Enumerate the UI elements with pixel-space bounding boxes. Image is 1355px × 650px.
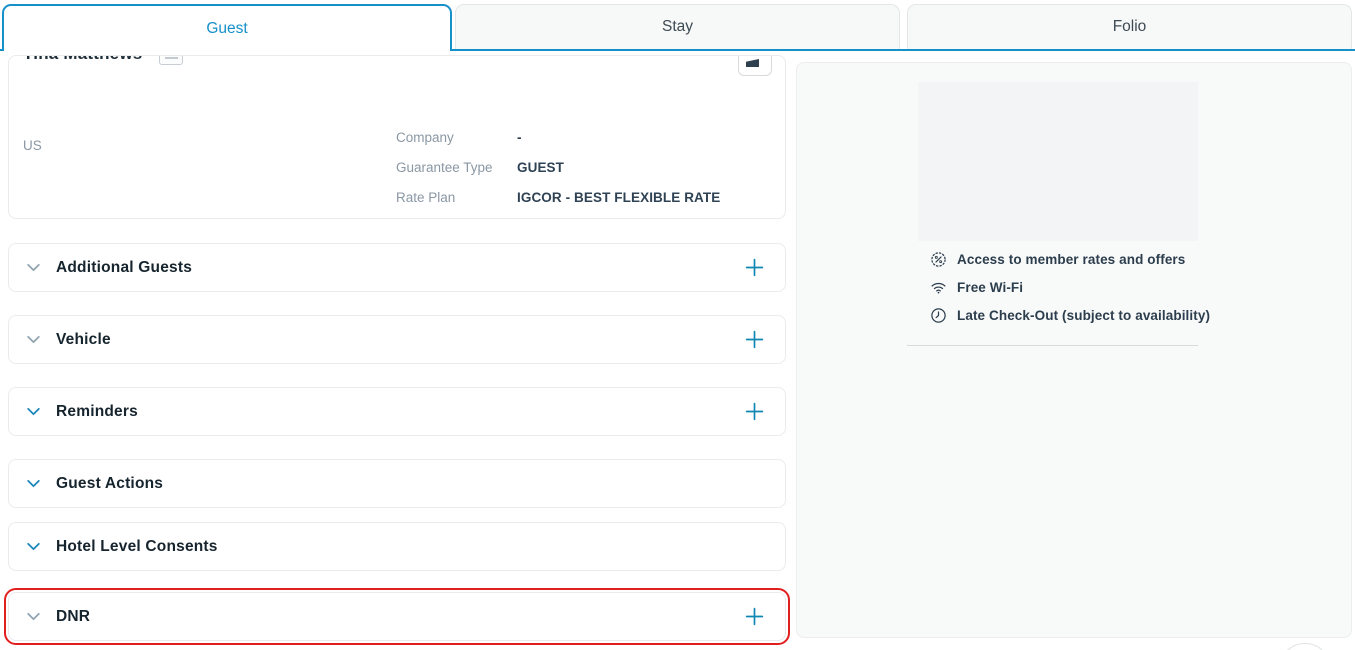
section-guest-actions[interactable]: Guest Actions (8, 459, 786, 508)
detail-row-company: Company - (396, 127, 720, 147)
chevron-down-icon[interactable] (25, 608, 42, 625)
section-dnr[interactable]: DNR (4, 588, 790, 645)
plus-icon (745, 402, 763, 421)
chevron-down-icon[interactable] (25, 331, 42, 348)
detail-label: Rate Plan (396, 189, 456, 205)
detail-label: Company (396, 129, 454, 145)
tab-stay[interactable]: Stay (455, 4, 900, 49)
section-title: Hotel Level Consents (56, 537, 218, 555)
tab-stay-label: Stay (661, 18, 693, 35)
discount-badge-icon (931, 251, 946, 267)
chevron-down-icon[interactable] (25, 538, 42, 555)
guest-name-badge-icon[interactable] (159, 56, 183, 65)
detail-row-guarantee-type: Guarantee Type GUEST (396, 157, 720, 177)
detail-label: Guarantee Type (396, 159, 493, 175)
add-vehicle-button[interactable] (743, 329, 765, 351)
section-vehicle[interactable]: Vehicle (8, 315, 786, 364)
benefit-item-wifi: Free Wi-Fi (930, 273, 1210, 301)
chevron-down-icon[interactable] (25, 403, 42, 420)
tab-folio[interactable]: Folio (907, 4, 1352, 49)
plus-icon (745, 258, 763, 277)
benefits-list: Access to member rates and offers Free W… (930, 245, 1210, 329)
detail-value: IGCOR - BEST FLEXIBLE RATE (517, 189, 721, 205)
section-title: DNR (56, 607, 91, 625)
wifi-icon (931, 282, 946, 293)
detail-value: - (517, 129, 522, 145)
reservation-details: Company - Guarantee Type GUEST Rate Plan… (396, 127, 720, 207)
add-additional-guest-button[interactable] (743, 257, 765, 279)
add-reminder-button[interactable] (743, 401, 765, 423)
benefit-label: Free Wi-Fi (957, 279, 1024, 295)
benefit-item-late-checkout: Late Check-Out (subject to availability) (930, 301, 1210, 329)
section-title: Guest Actions (56, 474, 164, 492)
country-label: US (23, 138, 42, 153)
membership-benefits-panel: Access to member rates and offers Free W… (796, 62, 1352, 638)
section-reminders[interactable]: Reminders (8, 387, 786, 436)
detail-row-rate-plan: Rate Plan IGCOR - BEST FLEXIBLE RATE (396, 187, 720, 207)
guest-name: Tina Matthews (23, 56, 142, 64)
floating-action-button[interactable] (1279, 643, 1331, 650)
tab-guest[interactable]: Guest (2, 4, 452, 51)
plus-icon (745, 607, 763, 626)
flag-icon (746, 59, 759, 67)
plus-icon (745, 330, 763, 349)
section-hotel-level-consents[interactable]: Hotel Level Consents (8, 522, 786, 571)
add-dnr-button[interactable] (743, 606, 765, 628)
tab-bar: Guest Stay Folio (0, 0, 1355, 51)
section-title: Reminders (56, 402, 138, 420)
section-title: Vehicle (56, 330, 111, 348)
section-title: Additional Guests (56, 258, 193, 276)
flag-button[interactable] (738, 56, 772, 76)
benefit-item-member-rates: Access to member rates and offers (930, 245, 1210, 273)
guest-info-card: Tina Matthews US Company - Guarantee Typ… (8, 55, 786, 219)
chevron-down-icon[interactable] (25, 475, 42, 492)
tab-guest-label: Guest (206, 19, 248, 37)
benefit-label: Late Check-Out (subject to availability) (957, 307, 1211, 323)
section-additional-guests[interactable]: Additional Guests (8, 243, 786, 292)
benefit-label: Access to member rates and offers (957, 251, 1186, 267)
active-tab-indicator-line (0, 49, 1355, 51)
panel-divider (907, 345, 1198, 346)
detail-value: GUEST (517, 159, 565, 175)
tab-folio-label: Folio (1112, 18, 1147, 35)
clock-icon (931, 307, 946, 323)
chevron-down-icon[interactable] (25, 259, 42, 276)
membership-image-placeholder (918, 82, 1198, 241)
